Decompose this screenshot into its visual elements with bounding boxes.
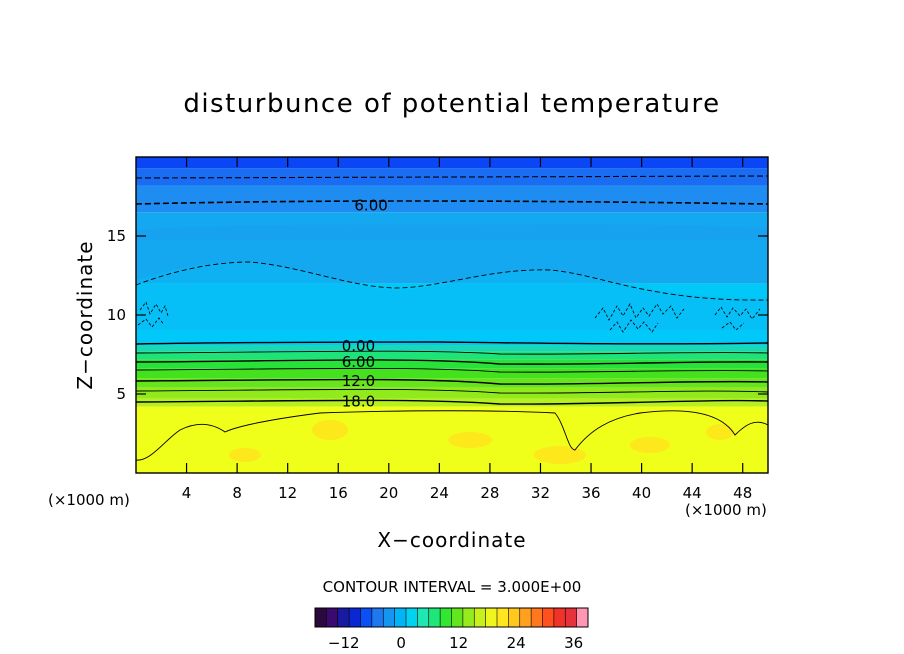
x-tick-label: 24 — [430, 484, 449, 502]
colorbar-frame — [314, 607, 589, 628]
y-axis-label: Z−coordinate — [73, 240, 97, 389]
y-tick-label: 15 — [107, 227, 126, 245]
colorbar-tick-label: 36 — [564, 634, 583, 652]
contour-line-6 — [136, 367, 768, 373]
x-axis-label: X−coordinate — [377, 528, 526, 552]
field-band-0 — [136, 157, 768, 169]
colorbar-swatch — [451, 608, 464, 627]
colorbar-swatch — [565, 608, 577, 627]
x-tick-label: 16 — [329, 484, 348, 502]
colorbar — [314, 607, 589, 628]
contour-line-2 — [136, 261, 768, 301]
colorbar-swatch — [440, 608, 452, 627]
x-tick-label: 48 — [733, 484, 752, 502]
field-band-10 — [136, 387, 768, 399]
contour-label-0: 6.00 — [354, 196, 387, 214]
warm-patch-0 — [312, 420, 348, 440]
colorbar-tick-label: 0 — [396, 634, 406, 652]
x-axis-unit: (×1000 m) — [685, 501, 767, 519]
colorbar-swatch — [360, 608, 373, 627]
colorbar-swatch — [497, 608, 509, 627]
chart-title: disturbunce of potential temperature — [183, 89, 720, 119]
contour-line-1 — [136, 200, 768, 205]
warm-patch-3 — [630, 437, 670, 453]
colorbar-swatch — [406, 608, 418, 627]
field-band-9 — [136, 378, 768, 388]
x-tick-label: 28 — [480, 484, 499, 502]
x-axis-ticks: 4 8 12 16 20 24 28 32 36 40 44 48 — [182, 157, 752, 502]
contour-lines — [136, 175, 768, 461]
contour-label-1: 0.00 — [342, 337, 375, 355]
colorbar-swatch — [337, 608, 350, 627]
colorbar-swatch — [417, 608, 430, 627]
warm-patch-5 — [706, 424, 734, 440]
x-tick-label: 44 — [683, 484, 702, 502]
colorbar-swatch — [485, 608, 498, 627]
warm-patch-2 — [534, 446, 586, 464]
contour-noise-1 — [594, 303, 685, 333]
contour-line-9 — [136, 399, 768, 405]
field-band-7 — [136, 359, 768, 369]
contour-line-10 — [136, 410, 768, 461]
x-tick-label: 40 — [632, 484, 651, 502]
colorbar-swatch — [383, 608, 395, 627]
x-tick-label: 4 — [182, 484, 192, 502]
colorbar-swatch — [371, 608, 384, 627]
y-tick-label: 5 — [116, 385, 126, 403]
field-patch-upper — [136, 262, 768, 330]
colorbar-swatch — [519, 608, 532, 627]
field-band-11 — [136, 398, 768, 407]
warm-patch-4 — [229, 448, 261, 462]
colorbar-swatch — [474, 608, 486, 627]
colorbar-swatch — [428, 608, 441, 627]
x-tick-label: 32 — [531, 484, 550, 502]
colorbar-swatch — [542, 608, 555, 627]
colorbar-swatch — [326, 608, 339, 627]
contour-interval-label: CONTOUR INTERVAL = 3.000E+00 — [323, 578, 582, 596]
contour-line-0 — [136, 175, 768, 179]
x-tick-label: 12 — [278, 484, 297, 502]
colorbar-tick-label: 24 — [507, 634, 526, 652]
contour-noise-0 — [137, 301, 169, 328]
warm-patch-1 — [448, 432, 492, 448]
field-bands — [136, 157, 768, 473]
contour-label-2: 6.00 — [342, 353, 375, 371]
contour-label-4: 18.0 — [342, 392, 375, 410]
colorbar-swatch — [508, 608, 521, 627]
contour-label-3: 12.0 — [342, 372, 375, 390]
colorbar-swatch — [315, 608, 327, 627]
field-band-6 — [136, 351, 768, 360]
colorbar-tick-labels: −12 0 12 24 36 — [328, 634, 583, 652]
colorbar-swatch — [394, 608, 407, 627]
contour-line-7 — [136, 378, 768, 385]
x-tick-label: 36 — [581, 484, 600, 502]
field-band-2 — [136, 185, 768, 213]
y-axis-unit: (×1000 m) — [48, 491, 130, 509]
contour-line-4 — [136, 350, 768, 355]
colorbar-swatch — [531, 608, 543, 627]
y-axis-ticks: 5 10 15 — [107, 227, 768, 403]
colorbar-swatch — [462, 608, 475, 627]
field-band-8 — [136, 368, 768, 379]
colorbar-swatch — [349, 608, 361, 627]
contour-line-3 — [136, 341, 768, 345]
colorbar-tick-label: −12 — [328, 634, 360, 652]
x-tick-label: 8 — [232, 484, 242, 502]
contour-noise-2 — [714, 306, 761, 331]
field-patch-mid — [136, 224, 768, 240]
contour-line-8 — [136, 388, 768, 394]
colorbar-swatch — [553, 608, 566, 627]
colorbar-tick-label: 12 — [449, 634, 468, 652]
colorbar-swatch — [576, 608, 589, 627]
field-band-5 — [136, 345, 768, 352]
x-tick-label: 20 — [379, 484, 398, 502]
y-tick-label: 10 — [107, 306, 126, 324]
contour-line-5 — [136, 359, 768, 365]
